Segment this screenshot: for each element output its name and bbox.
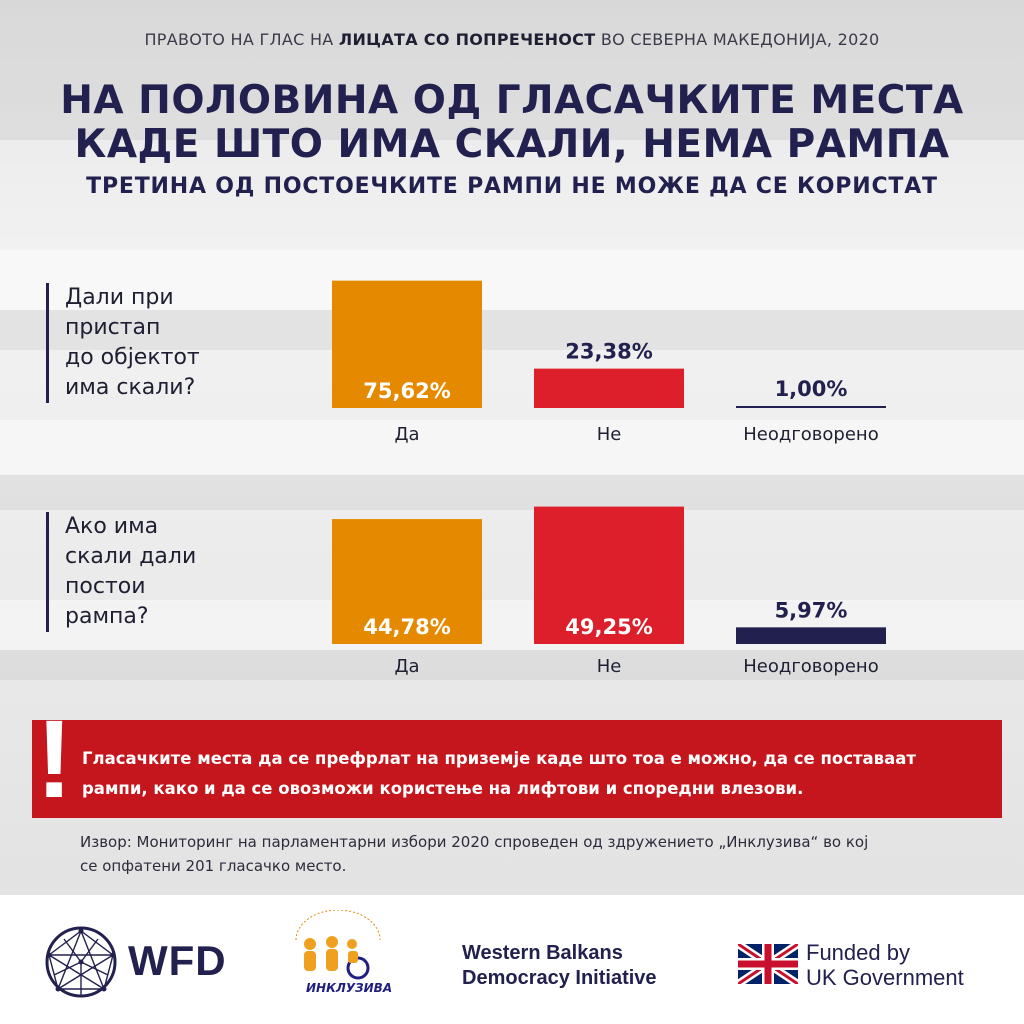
question-1-line: до објектот — [65, 345, 200, 370]
wfd-globe-logo — [45, 926, 117, 998]
bar-chart-1-category-label-1: Да — [394, 424, 419, 445]
exclamation-icon: ! — [36, 698, 73, 821]
source-line-1: Извор: Мониторинг на парламентарни избор… — [80, 833, 869, 851]
wfd-wordmark: WFD — [128, 937, 227, 984]
funded-by-wordmark: Funded by UK Government — [806, 940, 964, 990]
source-note: Извор: Мониторинг на парламентарни избор… — [80, 830, 980, 878]
bar-chart-1-category-label-2: Не — [597, 424, 622, 445]
bar-charts: 75,62% Да 23,38% Не 1,00% Неодговорено 44,78% Д… — [332, 280, 886, 677]
uk-flag-icon — [738, 944, 798, 984]
recommendation-text: Гласачките места да се префрлат на призе… — [82, 744, 982, 804]
bar-chart-1-bar-2 — [534, 368, 684, 408]
bar-chart-2-category-label-3: Неодговорено — [743, 656, 878, 677]
question-2-line: рампа? — [65, 604, 149, 629]
bar-chart-2-bar-1 — [332, 519, 482, 644]
question-2-line: скали дали — [65, 544, 197, 569]
question-2: Ако има скали дали постои рампа? — [46, 512, 196, 632]
recommendation-line-2: рампи, како и да се овозможи користење н… — [82, 779, 804, 798]
source-line-2: се опфатени 201 гласачко место. — [80, 857, 347, 875]
wbdi-wordmark: Western Balkans Democracy Initiative — [462, 941, 657, 991]
background-photo — [0, 0, 1024, 895]
question-1-line: пристап — [65, 315, 161, 340]
bar-chart-2-value-label-1: 44,78% — [363, 615, 450, 639]
bar-chart-2-category-label-2: Не — [597, 656, 622, 677]
bar-chart-1-value-label-1: 75,62% — [363, 379, 450, 403]
bar-chart-2-bar-3 — [736, 627, 886, 644]
bar-chart-1-category-label-3: Неодговорено — [743, 424, 878, 445]
inkluziva-wordmark: ИНКЛУЗИВА — [306, 981, 393, 995]
wbdi-line-2: Democracy Initiative — [462, 967, 657, 989]
bar-chart-1-value-label-2: 23,38% — [565, 340, 652, 364]
bar-chart-1-bar-3 — [736, 406, 886, 408]
bar-chart-2-value-label-2: 49,25% — [565, 615, 652, 639]
funded-by-line-1: Funded by — [806, 940, 910, 965]
page-title-line-2: КАДЕ ШТО ИМА СКАЛИ, НЕМА РАМПА — [74, 122, 950, 167]
bar-chart-2-category-label-1: Да — [394, 656, 419, 677]
kicker-text-bold: ЛИЦАТА СО ПОПРЕЧЕНОСТ — [338, 30, 596, 49]
footer — [0, 895, 1024, 1024]
funded-by-line-2: UK Government — [806, 965, 964, 990]
bar-chart-1-value-label-3: 1,00% — [775, 377, 848, 401]
kicker-text-1: ПРАВОТО НА ГЛАС НА — [144, 30, 339, 49]
bar-chart-2-bar-2 — [534, 506, 684, 644]
inkluziva-logo — [295, 910, 381, 980]
bar-chart-1-bar-1 — [332, 280, 482, 408]
question-1-line: Дали при — [65, 285, 174, 310]
page-subtitle: ТРЕТИНА ОД ПОСТОЕЧКИТЕ РАМПИ НЕ МОЖЕ ДА … — [86, 174, 938, 199]
recommendation-line-1: Гласачките места да се префрлат на призе… — [82, 749, 916, 768]
question-1: Дали при пристап до објектот има скали? — [46, 283, 200, 403]
recommendation-banner — [32, 720, 1002, 818]
bar-chart-2-value-label-3: 5,97% — [775, 598, 848, 622]
question-2-line: постои — [65, 574, 146, 599]
page-title-line-1: НА ПОЛОВИНА ОД ГЛАСАЧКИТЕ МЕСТА — [60, 78, 964, 123]
kicker-text-2: ВО СЕВЕРНА МАКЕДОНИЈА, 2020 — [595, 30, 880, 49]
question-1-line: има скали? — [65, 375, 196, 400]
kicker: ПРАВОТО НА ГЛАС НА ЛИЦАТА СО ПОПРЕЧЕНОСТ… — [0, 30, 1024, 49]
wbdi-line-1: Western Balkans — [462, 942, 623, 964]
question-2-line: Ако има — [65, 514, 159, 539]
